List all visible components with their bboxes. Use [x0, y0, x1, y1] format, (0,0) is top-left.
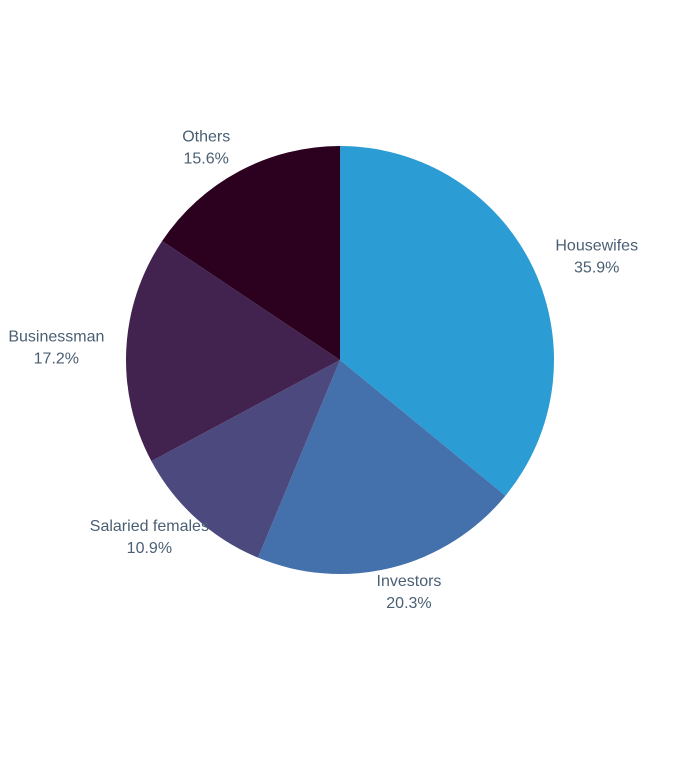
- slice-value-label: 35.9%: [574, 260, 619, 277]
- pie-slice: [151, 360, 340, 558]
- slice-label: Businessman: [8, 329, 104, 346]
- slice-value-label: 17.2%: [34, 351, 79, 368]
- pie-slice: [125, 241, 341, 462]
- slice-label: Investors: [377, 573, 442, 590]
- pie-slice: [340, 146, 554, 496]
- slice-value-label: 20.3%: [386, 595, 431, 612]
- slice-label: Salaried females: [90, 518, 209, 535]
- slice-value-label: 15.6%: [184, 151, 229, 168]
- pie-slice: [162, 146, 340, 360]
- slice-value-label: 10.9%: [127, 540, 172, 557]
- pie-slice: [258, 360, 506, 574]
- slice-label: Others: [182, 129, 230, 146]
- slice-label: Housewifes: [555, 238, 638, 255]
